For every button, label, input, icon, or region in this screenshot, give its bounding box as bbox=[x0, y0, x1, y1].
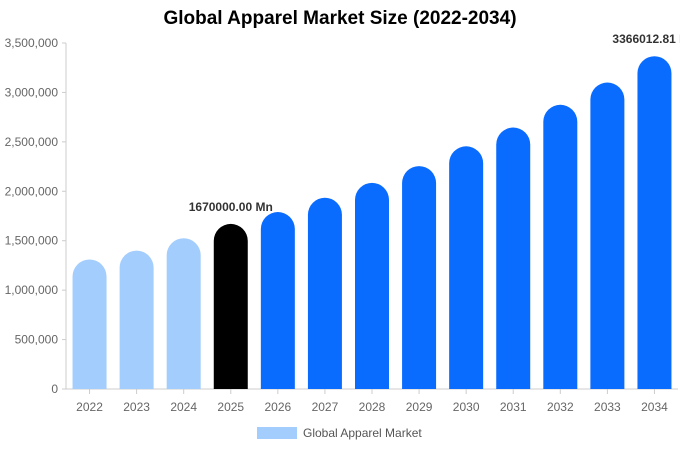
y-tick-label: 500,000 bbox=[15, 333, 59, 347]
data-label-2034: 3366012.81 Mn bbox=[612, 32, 680, 46]
chart-title: Global Apparel Market Size (2022-2034) bbox=[163, 8, 517, 29]
x-tick-label: 2033 bbox=[594, 400, 621, 414]
x-tick-label: 2030 bbox=[453, 400, 480, 414]
bars bbox=[72, 56, 672, 390]
x-tick-label: 2024 bbox=[170, 400, 197, 414]
y-tick-label: 1,000,000 bbox=[5, 283, 59, 297]
y-tick-label: 0 bbox=[51, 382, 58, 396]
bar-2028 bbox=[355, 182, 389, 389]
legend-swatch bbox=[257, 427, 297, 439]
x-tick-label: 2034 bbox=[641, 400, 668, 414]
bar-2034 bbox=[637, 56, 672, 389]
y-tick-label: 2,000,000 bbox=[5, 184, 59, 198]
data-labels: 1670000.00 Mn 3366012.81 Mn bbox=[189, 32, 680, 214]
bar-2025 bbox=[213, 223, 248, 389]
bar-2029 bbox=[402, 166, 437, 389]
x-tick-label: 2026 bbox=[264, 400, 291, 414]
x-tick-label: 2027 bbox=[312, 400, 339, 414]
bar-2026 bbox=[260, 212, 295, 389]
y-tick-label: 1,500,000 bbox=[5, 234, 59, 248]
bar-2031 bbox=[496, 127, 531, 389]
legend-label: Global Apparel Market bbox=[303, 426, 422, 440]
y-axis: 0 500,000 1,000,000 1,500,000 2,000,000 2,500… bbox=[5, 36, 67, 396]
data-label-2025: 1670000.00 Mn bbox=[189, 200, 273, 214]
x-tick-label: 2022 bbox=[76, 400, 103, 414]
x-tick-label: 2023 bbox=[123, 400, 150, 414]
x-tick-label: 2029 bbox=[406, 400, 433, 414]
bar-2024 bbox=[166, 238, 201, 389]
y-tick-label: 2,500,000 bbox=[5, 135, 59, 149]
bar-2033 bbox=[590, 82, 625, 390]
bar-2030 bbox=[449, 146, 484, 389]
x-tick-label: 2025 bbox=[217, 400, 244, 414]
x-tick-label: 2031 bbox=[500, 400, 527, 414]
y-tick-label: 3,500,000 bbox=[5, 36, 59, 50]
bar-2027 bbox=[307, 197, 342, 389]
x-tick-label: 2028 bbox=[359, 400, 386, 414]
bar-2023 bbox=[119, 250, 154, 389]
bar-2032 bbox=[543, 104, 578, 389]
y-tick-label: 3,000,000 bbox=[5, 85, 59, 99]
legend: Global Apparel Market bbox=[257, 425, 422, 441]
bar-2022 bbox=[72, 259, 107, 389]
x-tick-label: 2032 bbox=[547, 400, 574, 414]
x-axis: 2022 2023 2024 2025 2026 2027 2028 2029 2030 2031… bbox=[66, 388, 678, 414]
